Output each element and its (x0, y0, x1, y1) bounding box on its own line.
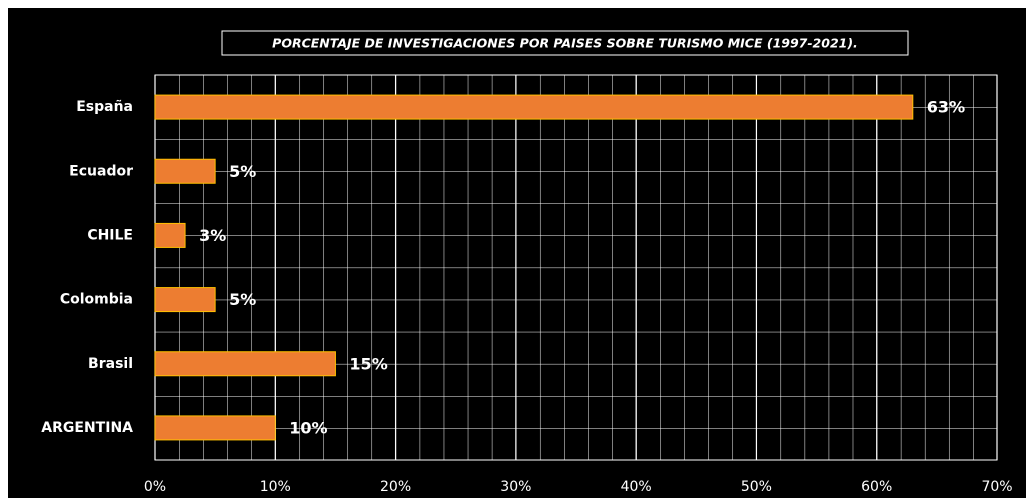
y-tick-label: Colombia (60, 292, 133, 308)
x-tick-label: 40% (621, 479, 652, 495)
bar (154, 287, 216, 313)
y-tick-label: Ecuador (69, 163, 133, 179)
x-tick-label: 30% (500, 479, 531, 495)
bar (154, 351, 336, 377)
data-label: 5% (229, 290, 256, 309)
x-tick-label: 20% (380, 479, 411, 495)
data-label: 3% (199, 226, 226, 245)
bar (154, 94, 914, 120)
title-box (221, 30, 909, 56)
chart-title: PORCENTAJE DE INVESTIGACIONES POR PAISES… (272, 36, 858, 51)
data-label: 10% (289, 418, 327, 437)
y-tick-label: ARGENTINA (41, 420, 133, 436)
bar (154, 415, 276, 441)
data-label: 63% (927, 98, 965, 117)
plot-area (154, 74, 998, 461)
y-tick-label: España (76, 99, 133, 115)
y-tick-label: Brasil (88, 356, 133, 372)
x-tick-label: 10% (260, 479, 291, 495)
y-tick-label: CHILE (87, 227, 133, 243)
bar (154, 158, 216, 184)
x-tick-label: 60% (861, 479, 892, 495)
x-tick-label: 0% (144, 479, 166, 495)
data-label: 5% (229, 162, 256, 181)
data-label: 15% (349, 354, 387, 373)
bar (154, 222, 186, 248)
x-tick-label: 70% (981, 479, 1012, 495)
x-tick-label: 50% (741, 479, 772, 495)
